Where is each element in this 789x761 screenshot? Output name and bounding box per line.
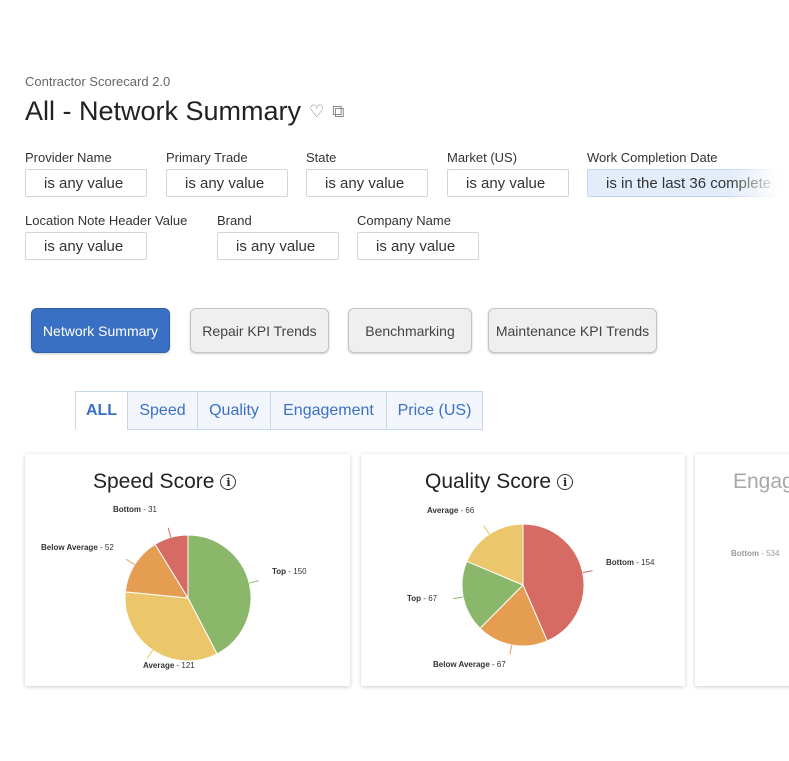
tab-price[interactable]: Price (US) [386, 391, 483, 430]
pie-leader-line [146, 649, 154, 659]
pie-label-value: 66 [465, 506, 475, 515]
tab-speed[interactable]: Speed [127, 391, 198, 430]
pie-slice-bottom[interactable] [154, 534, 189, 600]
pie-label-name: Bottom [113, 505, 141, 514]
speed-score-card: Speed Score i Top - 150 Average - 121 Below… [25, 454, 350, 686]
filter-input[interactable]: is in the last 36 complete [587, 169, 787, 197]
nav-network-summary[interactable]: Network Summary [31, 308, 170, 353]
pie-label: Average - 66 [427, 506, 475, 515]
pie-label: Bottom - 154 [606, 558, 655, 567]
quality-score-pie [453, 523, 593, 655]
pie-label-name: Top [272, 567, 287, 576]
pie-label: Top - 150 [272, 567, 307, 576]
pie-leader-line [582, 570, 593, 574]
pie-label-value: 67 [428, 594, 438, 603]
pie-label-value: 31 [148, 505, 158, 514]
pie-label-name: Top [407, 594, 422, 603]
pie-leader-line [483, 525, 490, 535]
add-copy-icon[interactable]: ⧉ [332, 101, 345, 121]
pie-label-name: Average [427, 506, 459, 515]
filter-input[interactable]: is any value [447, 169, 569, 197]
tab-quality[interactable]: Quality [197, 391, 271, 430]
pie-label: Average - 121 [143, 661, 195, 670]
nav-maintenance-kpi-trends[interactable]: Maintenance KPI Trends [488, 308, 657, 353]
chart-title: Quality Score [425, 470, 552, 493]
filter-input[interactable]: is any value [306, 169, 428, 197]
pie-label-name: Average [143, 661, 175, 670]
filter-label: State [306, 150, 337, 165]
pie-label: Top - 67 [407, 594, 438, 603]
pie-slice-average[interactable] [124, 591, 218, 662]
nav-repair-kpi-trends[interactable]: Repair KPI Trends [190, 308, 329, 353]
quality-score-card: Quality Score i Bottom - 154 Below Average… [361, 454, 685, 686]
pie-label-value: 52 [104, 543, 114, 552]
pie-label-value: 150 [293, 567, 307, 576]
info-icon[interactable]: i [220, 474, 237, 490]
pie-leader-line [509, 644, 513, 655]
filter-label: Work Completion Date [587, 150, 718, 165]
pie-slice-bottom[interactable] [522, 523, 585, 642]
info-icon[interactable]: i [557, 474, 574, 490]
filter-label: Company Name [357, 213, 451, 228]
chart-title: Speed Score [93, 470, 215, 493]
heart-icon[interactable]: ♡ [309, 101, 325, 121]
pie-leader-line [249, 580, 260, 584]
pie-leader-line [125, 558, 135, 566]
pie-label-value: 154 [641, 558, 655, 567]
pie-label-name: Bottom [606, 558, 634, 567]
pie-label-name: Below Average [433, 660, 490, 669]
page-title-text: All - Network Summary [25, 96, 302, 126]
pie-leader-line [453, 596, 464, 600]
filter-input[interactable]: is any value [25, 232, 147, 260]
pie-slice-below-average[interactable] [479, 584, 548, 647]
pie-label-value: 534 [766, 549, 780, 558]
pie-label: Below Average - 67 [433, 660, 506, 669]
pie-label-name: Bottom [731, 549, 759, 558]
pie-leader-line [167, 527, 172, 538]
quality-score-title: Quality Score i [425, 470, 574, 494]
page-title: All - Network Summary ♡ ⧉ [25, 96, 344, 127]
filter-input[interactable]: is any value [25, 169, 147, 197]
filter-label: Brand [217, 213, 252, 228]
pie-label-value: 121 [181, 661, 195, 670]
engagement-score-title: Engag [733, 470, 789, 493]
pie-label: Bottom - 31 [113, 505, 158, 514]
tab-all[interactable]: ALL [75, 391, 128, 430]
engagement-score-card: Engag Bottom - 534 [695, 454, 789, 686]
filter-input[interactable]: is any value [166, 169, 288, 197]
pie-label-name: Below Average [41, 543, 98, 552]
speed-score-pie [124, 527, 260, 662]
pie-label: Bottom - 534 [731, 549, 780, 558]
pie-slice-top[interactable] [187, 534, 252, 655]
pie-label-value: 67 [496, 660, 506, 669]
dashboard-subtitle: Contractor Scorecard 2.0 [25, 74, 171, 89]
nav-benchmarking[interactable]: Benchmarking [348, 308, 472, 353]
pie-slice-average[interactable] [466, 523, 524, 586]
filter-input[interactable]: is any value [217, 232, 339, 260]
speed-score-title: Speed Score i [93, 470, 237, 494]
filter-label: Provider Name [25, 150, 112, 165]
pie-slice-below-average[interactable] [124, 543, 189, 599]
pie-label: Below Average - 52 [41, 543, 114, 552]
tab-engagement[interactable]: Engagement [270, 391, 387, 430]
pie-slice-top[interactable] [461, 560, 524, 630]
filter-input[interactable]: is any value [357, 232, 479, 260]
filter-label: Primary Trade [166, 150, 248, 165]
filter-label: Location Note Header Value [25, 213, 188, 228]
filter-label: Market (US) [447, 150, 518, 165]
